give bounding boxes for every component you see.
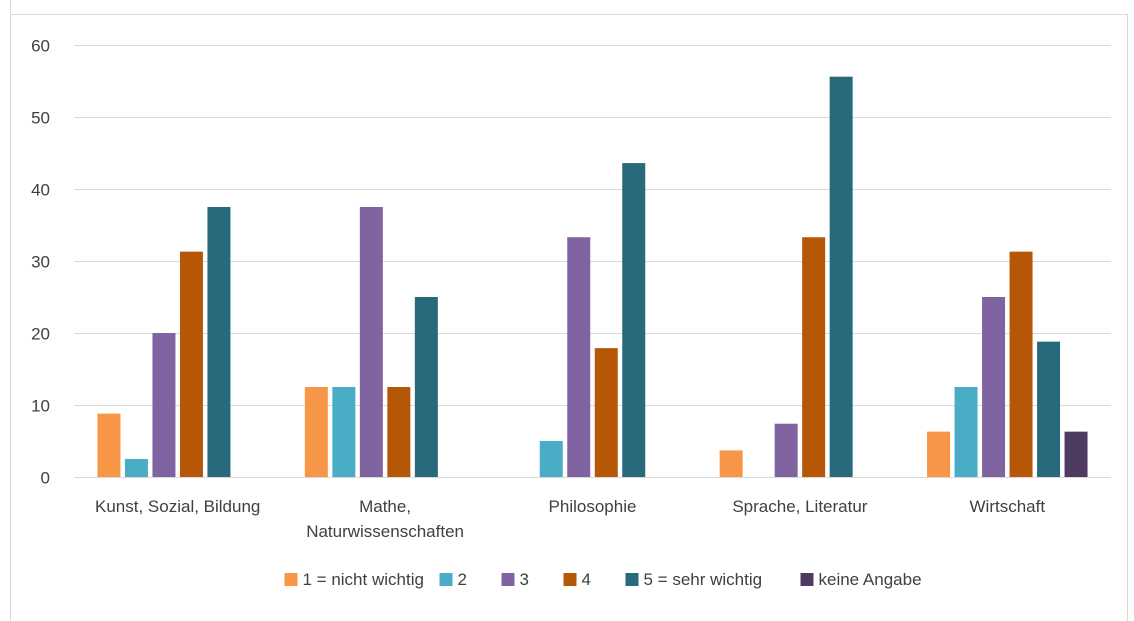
category-label: Naturwissenschaften (306, 522, 464, 541)
y-tick-label: 50 (31, 109, 50, 128)
category-label: Mathe, (359, 497, 411, 516)
legend-swatch (800, 573, 814, 586)
y-tick-label: 60 (31, 37, 50, 56)
y-tick-label: 30 (31, 253, 50, 272)
bar (97, 413, 121, 477)
bar (567, 237, 591, 477)
legend-swatch (439, 573, 453, 586)
bar (359, 207, 383, 477)
legend-swatch (501, 573, 515, 586)
bar (1064, 431, 1088, 477)
bar (1037, 341, 1061, 477)
bar (594, 348, 618, 477)
bar (802, 237, 826, 477)
bar (207, 207, 231, 477)
legend-label: 1 = nicht wichtig (303, 570, 424, 589)
bar (982, 297, 1006, 477)
chart-border (10, 0, 1128, 621)
y-tick-label: 40 (31, 181, 50, 200)
legend-label: 3 (520, 570, 529, 589)
legend-label: 2 (458, 570, 467, 589)
bars (97, 76, 1088, 478)
legend-label: 4 (582, 570, 591, 589)
bar (179, 251, 203, 477)
gridlines (74, 45, 1111, 478)
legend-swatch (563, 573, 577, 586)
legend-label: keine Angabe (819, 570, 922, 589)
category-label: Kunst, Sozial, Bildung (95, 497, 260, 516)
legend: 1 = nicht wichtig 2 3 4 5 = sehr wichtig kein… (284, 570, 922, 589)
category-label: Philosophie (549, 497, 637, 516)
bar (954, 387, 978, 477)
y-tick-label: 0 (41, 469, 50, 488)
bar (1009, 251, 1033, 477)
bar (774, 423, 798, 477)
category-label: Sprache, Literatur (732, 497, 867, 516)
y-tick-label: 10 (31, 397, 50, 416)
bar (414, 297, 438, 477)
legend-swatch (284, 573, 298, 586)
y-tick-label: 20 (31, 325, 50, 344)
bar (332, 387, 356, 477)
x-axis-categories: Kunst, Sozial, Bildung Mathe, Naturwissens… (95, 497, 1045, 541)
bar (304, 387, 328, 477)
y-axis-ticks: 0 10 20 30 40 50 60 (31, 37, 50, 488)
bar (927, 431, 951, 477)
bar (152, 333, 176, 477)
legend-label: 5 = sehr wichtig (644, 570, 763, 589)
category-label: Wirtschaft (970, 497, 1046, 516)
bar (622, 163, 646, 477)
legend-swatch (625, 573, 639, 586)
bar (124, 459, 148, 477)
bar (539, 441, 563, 477)
bar (387, 387, 411, 477)
bar (829, 76, 853, 478)
bar (719, 450, 743, 477)
